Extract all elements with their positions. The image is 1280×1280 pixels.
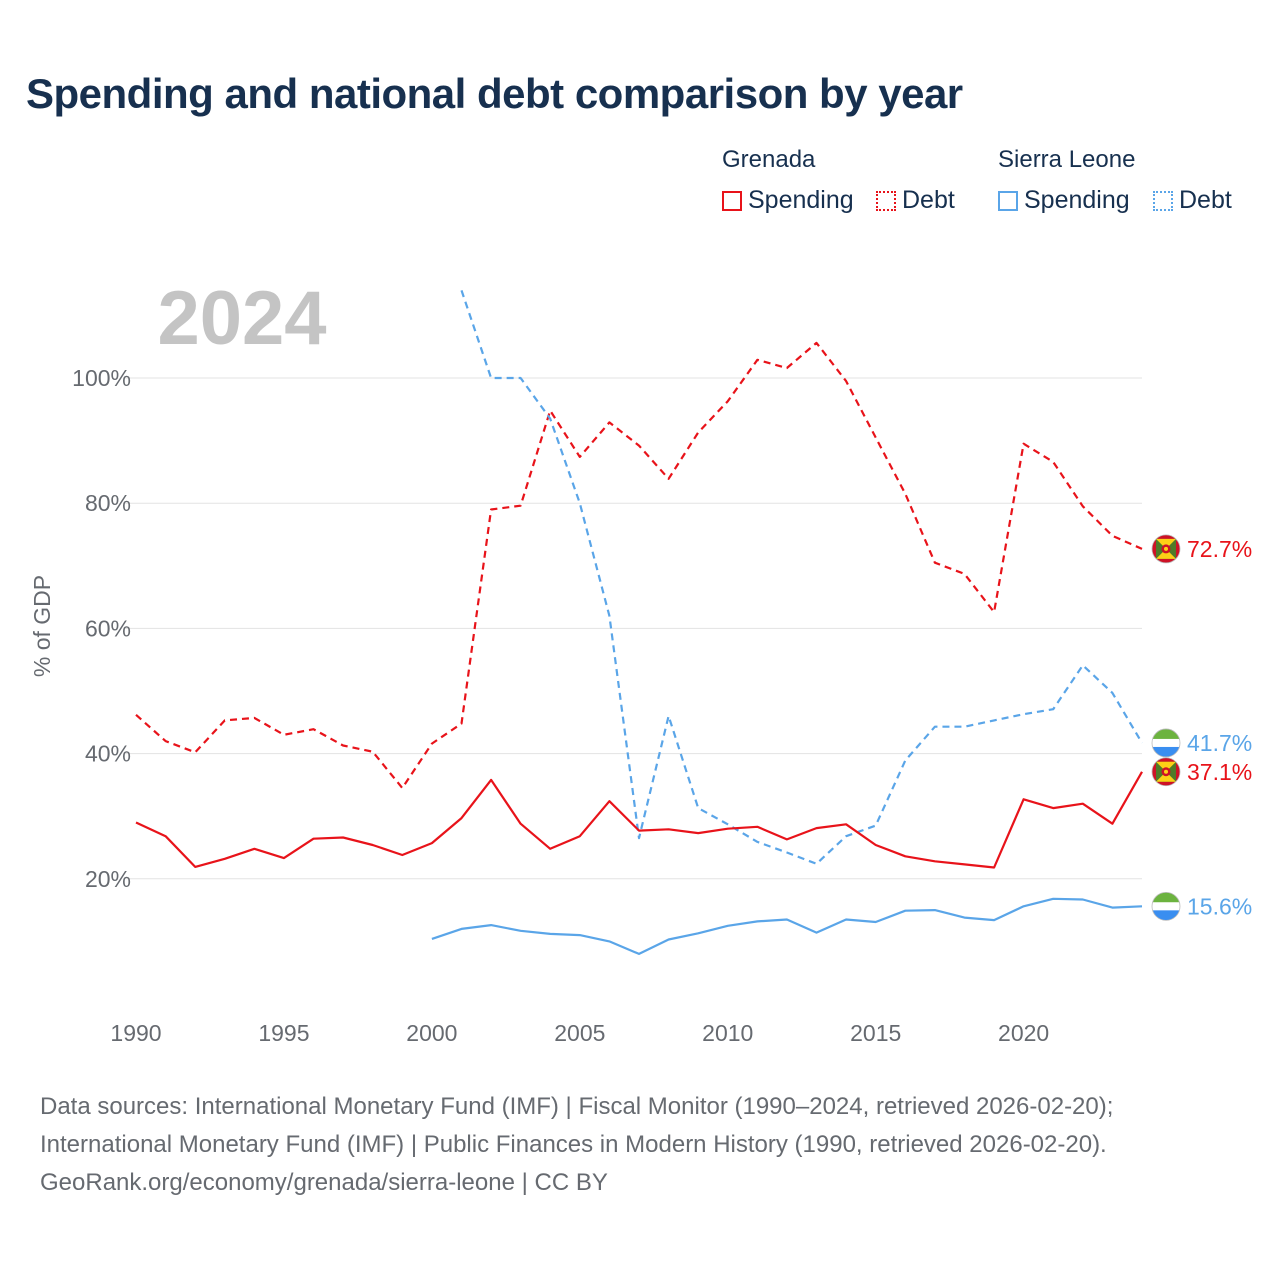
end-marker-grenada bbox=[1152, 758, 1180, 786]
x-tick-label: 2000 bbox=[406, 1020, 457, 1046]
y-tick-label: 20% bbox=[85, 866, 131, 892]
source-line-2: International Monetary Fund (IMF) | Publ… bbox=[40, 1126, 1113, 1164]
series-line-sierra-leone-spending[interactable] bbox=[432, 899, 1142, 954]
end-marker-sierra-leone bbox=[1152, 892, 1180, 920]
end-value-label: 15.6% bbox=[1187, 893, 1252, 919]
y-axis-ticks: 20% 40% 60% 80% 100% bbox=[72, 365, 131, 892]
y-tick-label: 80% bbox=[85, 490, 131, 516]
end-markers: 72.7% 41.7% 37.1% 15.6% bbox=[1152, 535, 1252, 920]
source-note: Data sources: International Monetary Fun… bbox=[40, 1088, 1113, 1202]
y-tick-label: 100% bbox=[72, 365, 131, 391]
x-tick-label: 2010 bbox=[702, 1020, 753, 1046]
series-line-grenada-spending[interactable] bbox=[136, 772, 1142, 868]
end-value-label: 37.1% bbox=[1187, 759, 1252, 785]
series-line-sierra-leone-debt[interactable] bbox=[462, 290, 1143, 863]
source-line-1: Data sources: International Monetary Fun… bbox=[40, 1088, 1113, 1126]
end-marker-sierra-leone bbox=[1152, 729, 1180, 757]
year-watermark: 2024 bbox=[157, 276, 326, 361]
end-marker-grenada bbox=[1152, 535, 1180, 563]
x-tick-label: 2015 bbox=[850, 1020, 901, 1046]
x-tick-label: 1995 bbox=[258, 1020, 309, 1046]
y-tick-label: 60% bbox=[85, 615, 131, 641]
gridlines bbox=[124, 378, 1142, 879]
y-tick-label: 40% bbox=[85, 741, 131, 767]
x-tick-label: 1990 bbox=[110, 1020, 161, 1046]
x-axis-ticks: 1990 1995 2000 2005 2010 2015 2020 bbox=[110, 1020, 1049, 1046]
x-tick-label: 2005 bbox=[554, 1020, 605, 1046]
series-lines bbox=[136, 290, 1142, 954]
line-chart: 2024 20% 40% 60% 80% 100% 1990 1995 2000 2005 20… bbox=[0, 0, 1280, 1080]
source-line-3[interactable]: GeoRank.org/economy/grenada/sierra-leone… bbox=[40, 1164, 1113, 1202]
end-value-label: 41.7% bbox=[1187, 730, 1252, 756]
x-tick-label: 2020 bbox=[998, 1020, 1049, 1046]
end-value-label: 72.7% bbox=[1187, 536, 1252, 562]
y-axis-label: % of GDP bbox=[29, 575, 55, 677]
